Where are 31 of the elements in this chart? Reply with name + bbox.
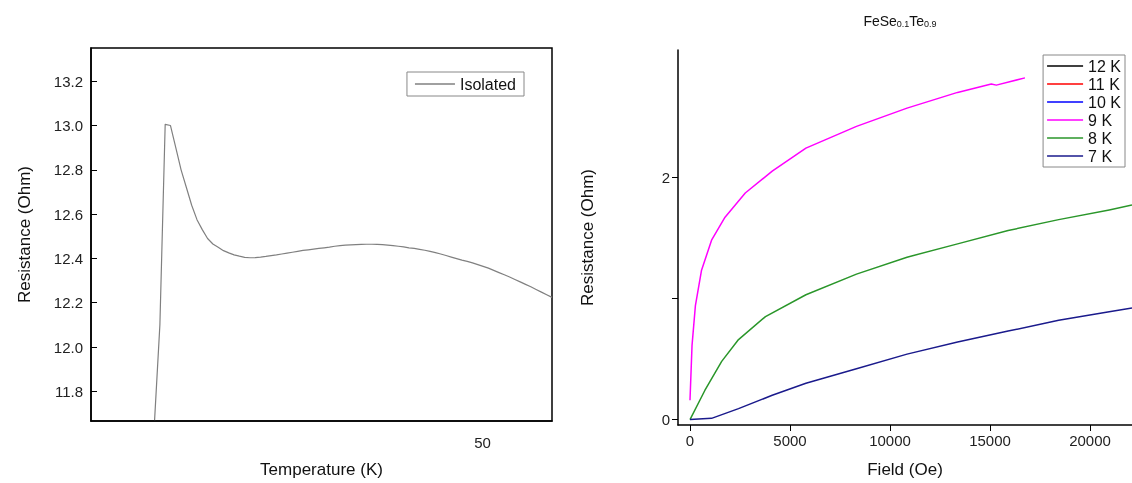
y-tick-label: 13.0 bbox=[53, 117, 83, 135]
y-axis-title: Resistance (Ohm) bbox=[578, 169, 597, 306]
legend-label: 11 K bbox=[1088, 75, 1121, 93]
y-tick-label: 12.2 bbox=[53, 294, 83, 312]
x-axis-title: Field (Oe) bbox=[867, 460, 943, 479]
y-tick-label: 13.2 bbox=[53, 72, 83, 90]
legend-label: Isolated bbox=[459, 75, 517, 93]
chart-title: FeSe0.1Te0.9 bbox=[863, 12, 937, 29]
legend-label: 7 K bbox=[1088, 147, 1113, 165]
y-axis-title: Resistance (Ohm) bbox=[15, 166, 34, 303]
legend-label: 8 K bbox=[1088, 129, 1113, 147]
legend-label: 9 K bbox=[1088, 111, 1113, 129]
x-tick-label: 5000 bbox=[773, 432, 807, 449]
x-axis-title: Temperature (K) bbox=[260, 460, 383, 479]
y-tick-label: 12.6 bbox=[53, 205, 83, 223]
line-series bbox=[153, 123, 553, 421]
legend-label: 10 K bbox=[1088, 93, 1122, 111]
line-series bbox=[689, 204, 1132, 421]
x-tick-label: 0 bbox=[685, 432, 695, 449]
line-series bbox=[689, 77, 1026, 401]
y-tick-label: 12.4 bbox=[53, 249, 83, 267]
text: 50 bbox=[474, 434, 491, 451]
y-tick-label: 12.0 bbox=[53, 338, 83, 356]
legend-label: 12 K bbox=[1088, 57, 1122, 75]
x-tick-label: 20000 bbox=[1069, 432, 1111, 449]
x-tick-label: 15000 bbox=[969, 432, 1011, 449]
line-series bbox=[689, 307, 1132, 421]
y-tick-label: 11.8 bbox=[54, 382, 83, 400]
y-tick-label: 12.8 bbox=[53, 161, 83, 179]
y-tick-label: 2 bbox=[661, 168, 670, 186]
x-tick-label: 10000 bbox=[869, 432, 911, 449]
